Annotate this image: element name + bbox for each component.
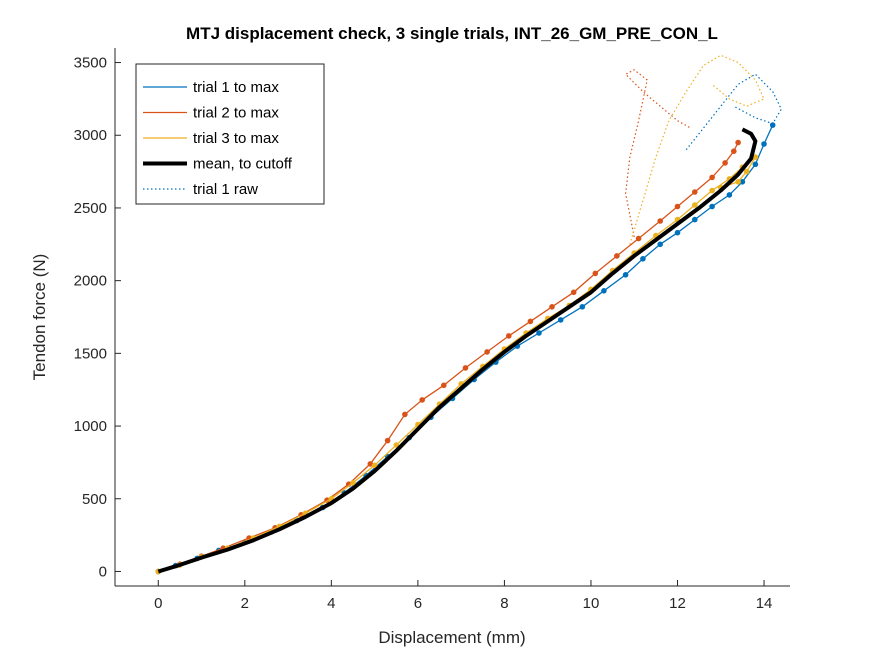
chart-title: MTJ displacement check, 3 single trials,… [186, 24, 718, 43]
y-tick-label: 2500 [74, 200, 107, 217]
series-1-point [601, 288, 607, 294]
legend-label: trial 2 to max [193, 105, 279, 122]
series-1-point [761, 141, 767, 147]
x-tick-label: 14 [756, 595, 773, 612]
x-tick-label: 0 [154, 595, 162, 612]
y-tick-label: 3000 [74, 127, 107, 144]
legend-label: trial 3 to max [193, 130, 279, 147]
y-tick-label: 1000 [74, 418, 107, 435]
series-line-2 [158, 142, 739, 573]
x-tick-label: 12 [669, 595, 686, 612]
series-1-point [692, 216, 698, 223]
series-1-point [726, 192, 733, 198]
series-2-point [674, 203, 681, 210]
series-1-point [674, 229, 681, 236]
y-tick-label: 3500 [74, 55, 107, 72]
x-tick-label: 4 [327, 595, 335, 612]
series-2-point [384, 437, 391, 444]
series-2-point [549, 304, 555, 310]
series-1-point [579, 304, 586, 310]
series-2-point [527, 318, 534, 325]
series-2-point [735, 139, 741, 146]
series-1-point [739, 179, 746, 185]
series-3-point [743, 168, 750, 175]
series-3-point [709, 187, 715, 194]
series-2-point [484, 349, 490, 355]
series-2-point [635, 235, 642, 242]
series-1-point [657, 241, 663, 248]
series-3-point [371, 462, 378, 469]
y-tick-label: 1500 [74, 345, 107, 362]
series-1-point [536, 330, 542, 336]
series-2-point [570, 289, 577, 296]
legend-label: trial 1 to max [193, 79, 279, 96]
series-2-point [462, 365, 469, 371]
series-2-point [614, 253, 620, 259]
series-1-point [752, 161, 759, 168]
legend-label: mean, to cutoff [193, 156, 293, 173]
x-tick-label: 10 [583, 595, 600, 612]
legend-label: trial 1 raw [193, 181, 258, 198]
series-2-point [441, 382, 447, 389]
y-axis-ticks: 0 500 1000 1500 2000 2500 3000 3500 [74, 55, 121, 580]
y-tick-label: 2000 [74, 273, 107, 290]
x-axis-ticks: 0 2 4 6 8 10 12 14 [154, 580, 772, 612]
series-2-point [367, 461, 374, 467]
series-layer [155, 54, 782, 575]
series-2-point [592, 270, 599, 277]
series-3-point [350, 480, 356, 486]
series-line-3 [158, 156, 756, 573]
series-1-point [709, 203, 715, 210]
series-2-point [506, 333, 512, 339]
series-line-4 [157, 127, 758, 574]
series-2-point [402, 411, 408, 418]
x-axis-label: Displacement (mm) [378, 628, 525, 647]
series-3-point [692, 202, 698, 208]
series-3-point [735, 179, 741, 185]
series-2-point [722, 160, 728, 166]
series-2-point [419, 397, 426, 403]
x-tick-label: 6 [414, 595, 422, 612]
x-tick-label: 2 [241, 595, 249, 612]
y-axis-label: Tendon force (N) [30, 254, 49, 381]
series-3-point [752, 154, 759, 160]
x-tick-label: 8 [500, 595, 508, 612]
series-1-point [769, 122, 776, 128]
series-1-point [622, 272, 629, 278]
series-2-point [657, 218, 663, 224]
series-2-point [709, 174, 715, 181]
y-tick-label: 0 [99, 563, 107, 580]
legend: trial 1 to max trial 2 to max trial 3 to m… [135, 63, 325, 205]
series-1-point [557, 317, 564, 323]
series-1-point [640, 255, 646, 262]
series-2-point [731, 148, 737, 154]
raw-trace-1 [624, 69, 691, 238]
y-tick-label: 500 [82, 491, 107, 508]
series-2-point [692, 189, 698, 195]
series-3-point [393, 442, 400, 448]
